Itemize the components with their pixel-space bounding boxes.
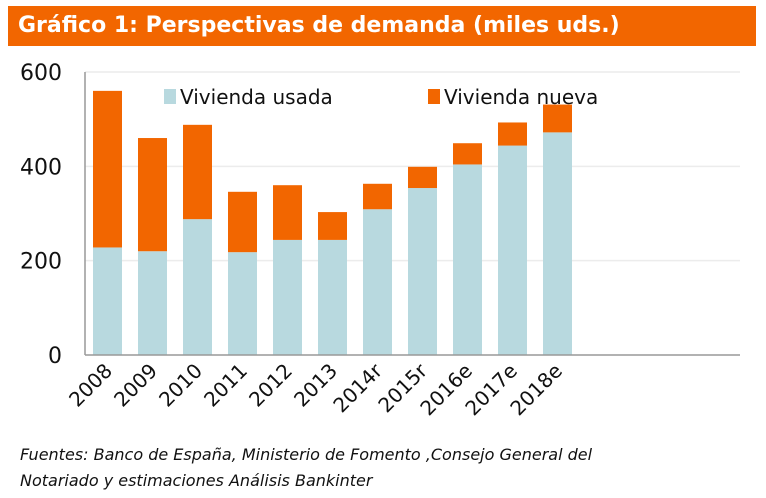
x-tick-label: 2010	[154, 359, 207, 412]
bar-vivienda-nueva	[543, 104, 572, 133]
y-tick-label: 400	[20, 155, 62, 180]
y-tick-label: 0	[48, 344, 62, 369]
bar-vivienda-usada	[543, 132, 572, 355]
x-tick-label: 2011	[199, 359, 252, 412]
legend-swatch	[428, 89, 440, 104]
source-line-1: Fuentes: Banco de España, Ministerio de …	[20, 445, 593, 464]
bar-vivienda-nueva	[453, 143, 482, 165]
x-tick-label: 2008	[64, 359, 117, 412]
y-tick-label: 600	[20, 61, 62, 86]
bar-vivienda-usada	[408, 188, 437, 355]
bar-vivienda-usada	[453, 164, 482, 355]
bar-vivienda-usada	[318, 239, 347, 355]
bar-vivienda-nueva	[228, 191, 257, 253]
bar-vivienda-nueva	[408, 166, 437, 189]
chart-title: Gráfico 1: Perspectivas de demanda (mile…	[8, 6, 756, 46]
bar-vivienda-nueva	[138, 138, 167, 252]
bar-vivienda-usada	[498, 145, 527, 355]
bar-vivienda-nueva	[93, 90, 122, 248]
bar-vivienda-usada	[363, 209, 392, 355]
bar-vivienda-usada	[93, 247, 122, 355]
x-tick-label: 2014r	[328, 358, 387, 417]
legend-swatch	[164, 89, 176, 104]
stacked-bar-chart: 02004006002008200920102011201220132014r2…	[20, 61, 740, 421]
x-tick-label: 2012	[244, 359, 297, 412]
bar-vivienda-nueva	[318, 212, 347, 240]
bar-vivienda-nueva	[363, 183, 392, 210]
source-line-2: Notariado y estimaciones Análisis Bankin…	[20, 471, 373, 490]
x-tick-label: 2009	[109, 359, 162, 412]
legend-label: Vivienda usada	[180, 85, 333, 109]
y-tick-label: 200	[20, 250, 62, 275]
bar-vivienda-nueva	[498, 122, 527, 146]
bar-vivienda-usada	[138, 251, 167, 355]
legend-label: Vivienda nueva	[444, 85, 598, 109]
bar-vivienda-usada	[228, 252, 257, 355]
bar-vivienda-nueva	[183, 124, 212, 220]
bar-vivienda-nueva	[273, 185, 302, 240]
bar-vivienda-usada	[273, 239, 302, 355]
source-note: Fuentes: Banco de España, Ministerio de …	[20, 442, 592, 494]
bar-vivienda-usada	[183, 219, 212, 355]
x-tick-label: 2018e	[505, 359, 567, 421]
